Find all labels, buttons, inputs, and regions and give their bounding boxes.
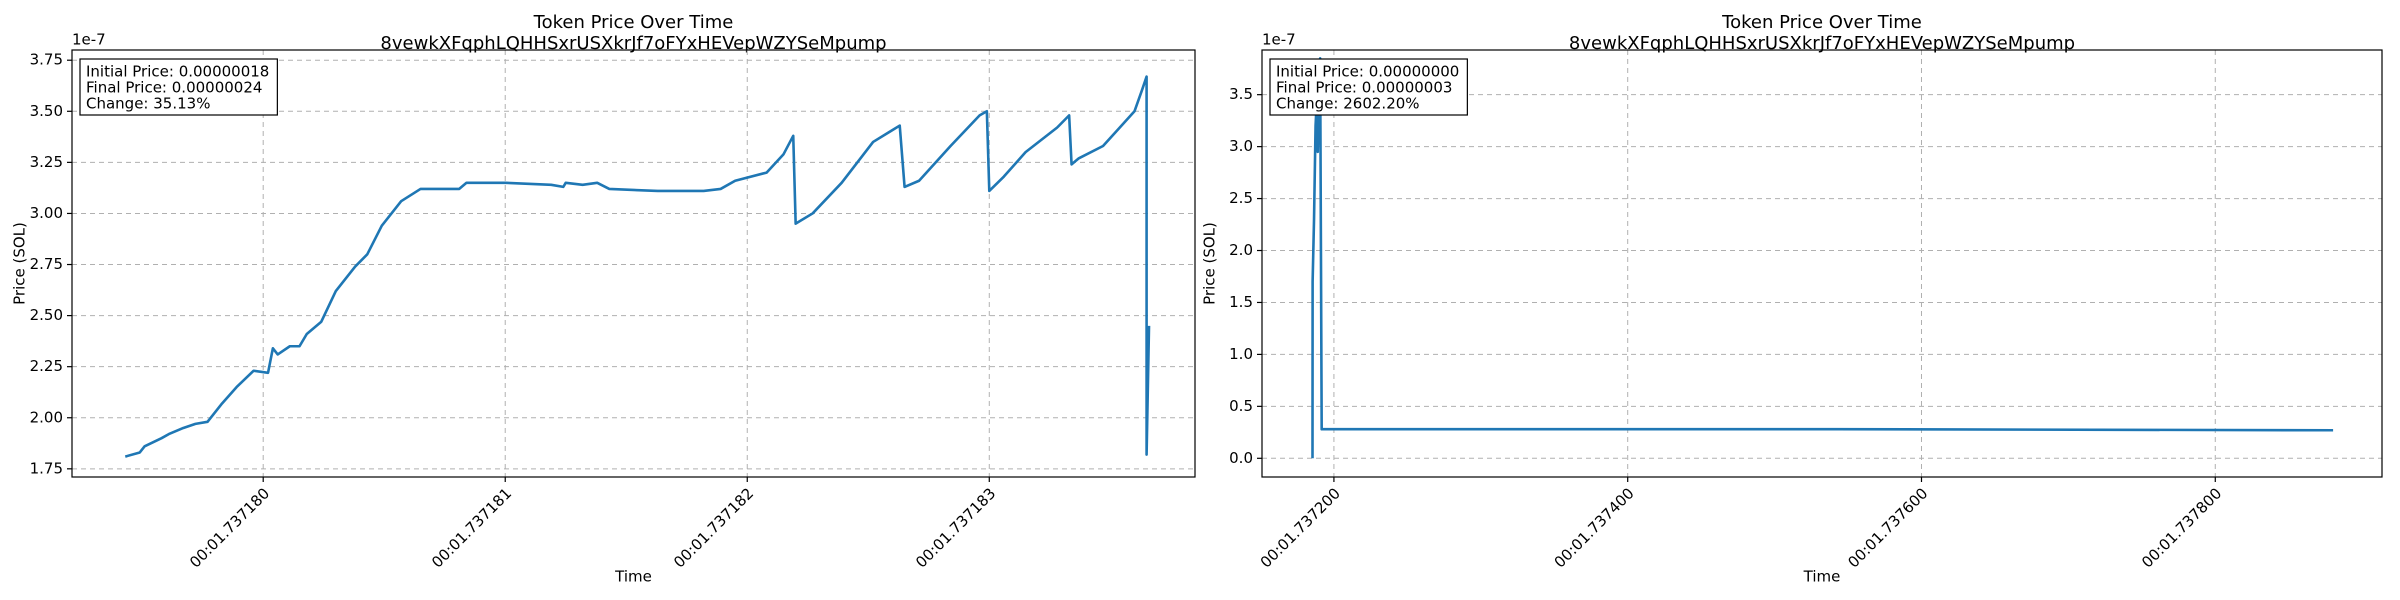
chart-subtitle: 8vewkXFqphLQHHSxrUSXkrJf7oFYxHEVepWZYSeM… — [1569, 33, 2075, 54]
y-tick-label: 3.50 — [30, 102, 63, 120]
annotation-text: Final Price: 0.00000003 — [1276, 79, 1452, 97]
y-tick-label: 2.0 — [1229, 241, 1253, 259]
y-axis-label: Price (SOL) — [11, 222, 29, 305]
x-tick-label: 00:01.737183 — [912, 484, 999, 571]
subplot: Token Price Over Time8vewkXFqphLQHHSxrUS… — [11, 12, 1196, 586]
y-tick-label: 2.5 — [1229, 189, 1253, 207]
x-axis-label: Time — [1803, 568, 1841, 586]
y-tick-label: 3.5 — [1229, 85, 1253, 103]
y-offset-label: 1e-7 — [1262, 31, 1296, 49]
x-tick-label: 00:01.737800 — [2138, 484, 2225, 571]
annotation-text: Change: 2602.20% — [1276, 95, 1420, 113]
chart-title: Token Price Over Time — [1721, 12, 1922, 33]
annotation-text: Final Price: 0.00000024 — [86, 79, 262, 97]
y-tick-label: 1.75 — [30, 459, 63, 477]
y-tick-label: 1.0 — [1229, 345, 1253, 363]
y-tick-label: 1.5 — [1229, 293, 1253, 311]
subplot: Token Price Over Time8vewkXFqphLQHHSxrUS… — [1201, 12, 2383, 586]
x-tick-label: 00:01.737182 — [670, 484, 757, 571]
y-tick-label: 2.50 — [30, 306, 63, 324]
x-tick-label: 00:01.737600 — [1844, 484, 1931, 571]
x-tick-label: 00:01.737181 — [428, 484, 515, 571]
annotation-text: Initial Price: 0.00000000 — [1276, 63, 1459, 81]
annotation-text: Change: 35.13% — [86, 95, 210, 113]
price-line — [124, 75, 1151, 458]
x-tick-label: 00:01.737180 — [186, 484, 273, 571]
chart-subtitle: 8vewkXFqphLQHHSxrUSXkrJf7oFYxHEVepWZYSeM… — [380, 33, 886, 54]
chart-title: Token Price Over Time — [533, 12, 734, 33]
y-tick-label: 0.5 — [1229, 397, 1253, 415]
y-tick-label: 3.75 — [30, 51, 63, 69]
annotation-box — [1269, 58, 1468, 116]
y-tick-label: 0.0 — [1229, 449, 1253, 467]
y-tick-label: 2.75 — [30, 255, 63, 273]
plot-frame — [1261, 49, 2383, 478]
y-tick-label: 3.25 — [30, 153, 63, 171]
x-tick-label: 00:01.737400 — [1551, 484, 1638, 571]
y-tick-label: 2.00 — [30, 408, 63, 426]
x-tick-label: 00:01.737200 — [1257, 484, 1344, 571]
annotation-text: Initial Price: 0.00000018 — [86, 63, 269, 81]
plot-frame — [71, 49, 1196, 478]
y-tick-label: 3.00 — [30, 204, 63, 222]
y-axis-label: Price (SOL) — [1201, 222, 1219, 305]
price-line — [1311, 57, 2334, 459]
y-offset-label: 1e-7 — [72, 31, 106, 49]
y-tick-label: 3.0 — [1229, 137, 1253, 155]
x-axis-label: Time — [614, 568, 652, 586]
annotation-box — [79, 58, 278, 116]
y-tick-label: 2.25 — [30, 357, 63, 375]
